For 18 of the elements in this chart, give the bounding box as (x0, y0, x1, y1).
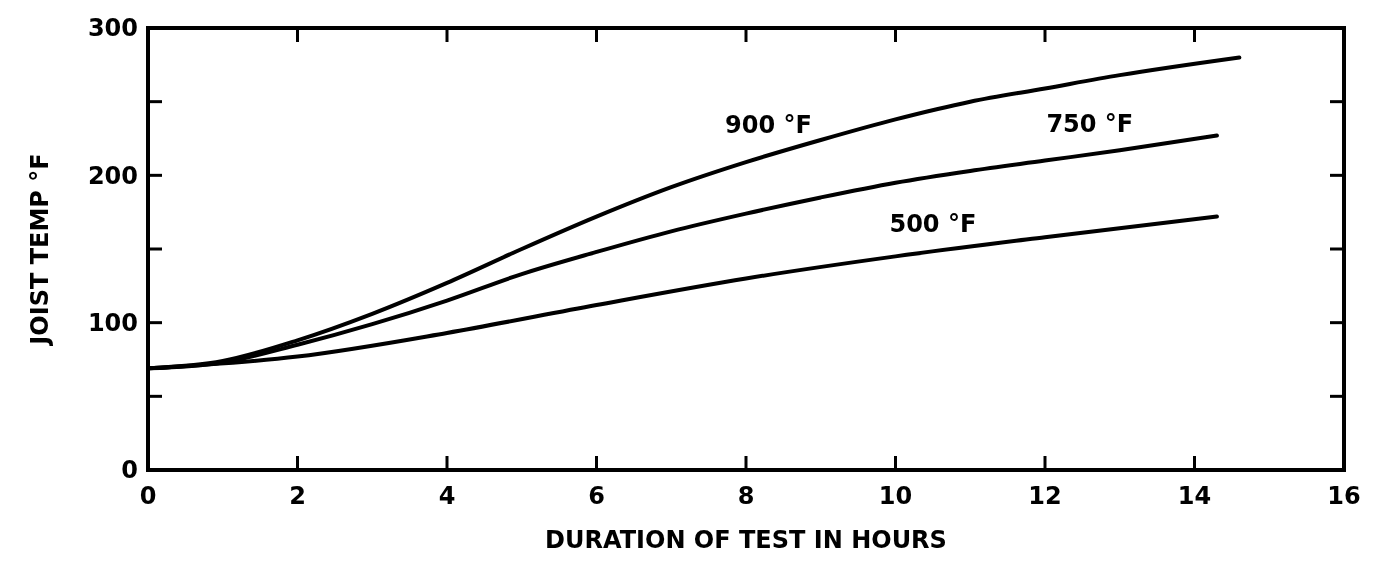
x-tick-label: 10 (878, 482, 913, 510)
series-label: 900 °F (725, 111, 812, 140)
x-axis-title: DURATION OF TEST IN HOURS (545, 526, 947, 554)
x-tick-label: 14 (1177, 482, 1212, 510)
x-tick-label: 8 (737, 482, 755, 510)
x-tick-label: 6 (588, 482, 605, 510)
series-label: 750 °F (1046, 110, 1134, 139)
x-tick-label: 12 (1028, 482, 1062, 510)
x-tick-label: 0 (139, 482, 157, 510)
x-tick-label: 4 (438, 482, 456, 510)
y-tick-label: 200 (87, 161, 138, 190)
x-tick-label: 2 (289, 482, 306, 510)
y-tick-label: 300 (87, 14, 138, 43)
y-tick-label: 100 (87, 309, 138, 338)
y-axis-title: JOIST TEMP °F (26, 153, 54, 347)
y-tick-label: 0 (121, 456, 138, 485)
x-tick-label: 16 (1327, 482, 1361, 510)
series-label: 500 °F (889, 209, 977, 238)
